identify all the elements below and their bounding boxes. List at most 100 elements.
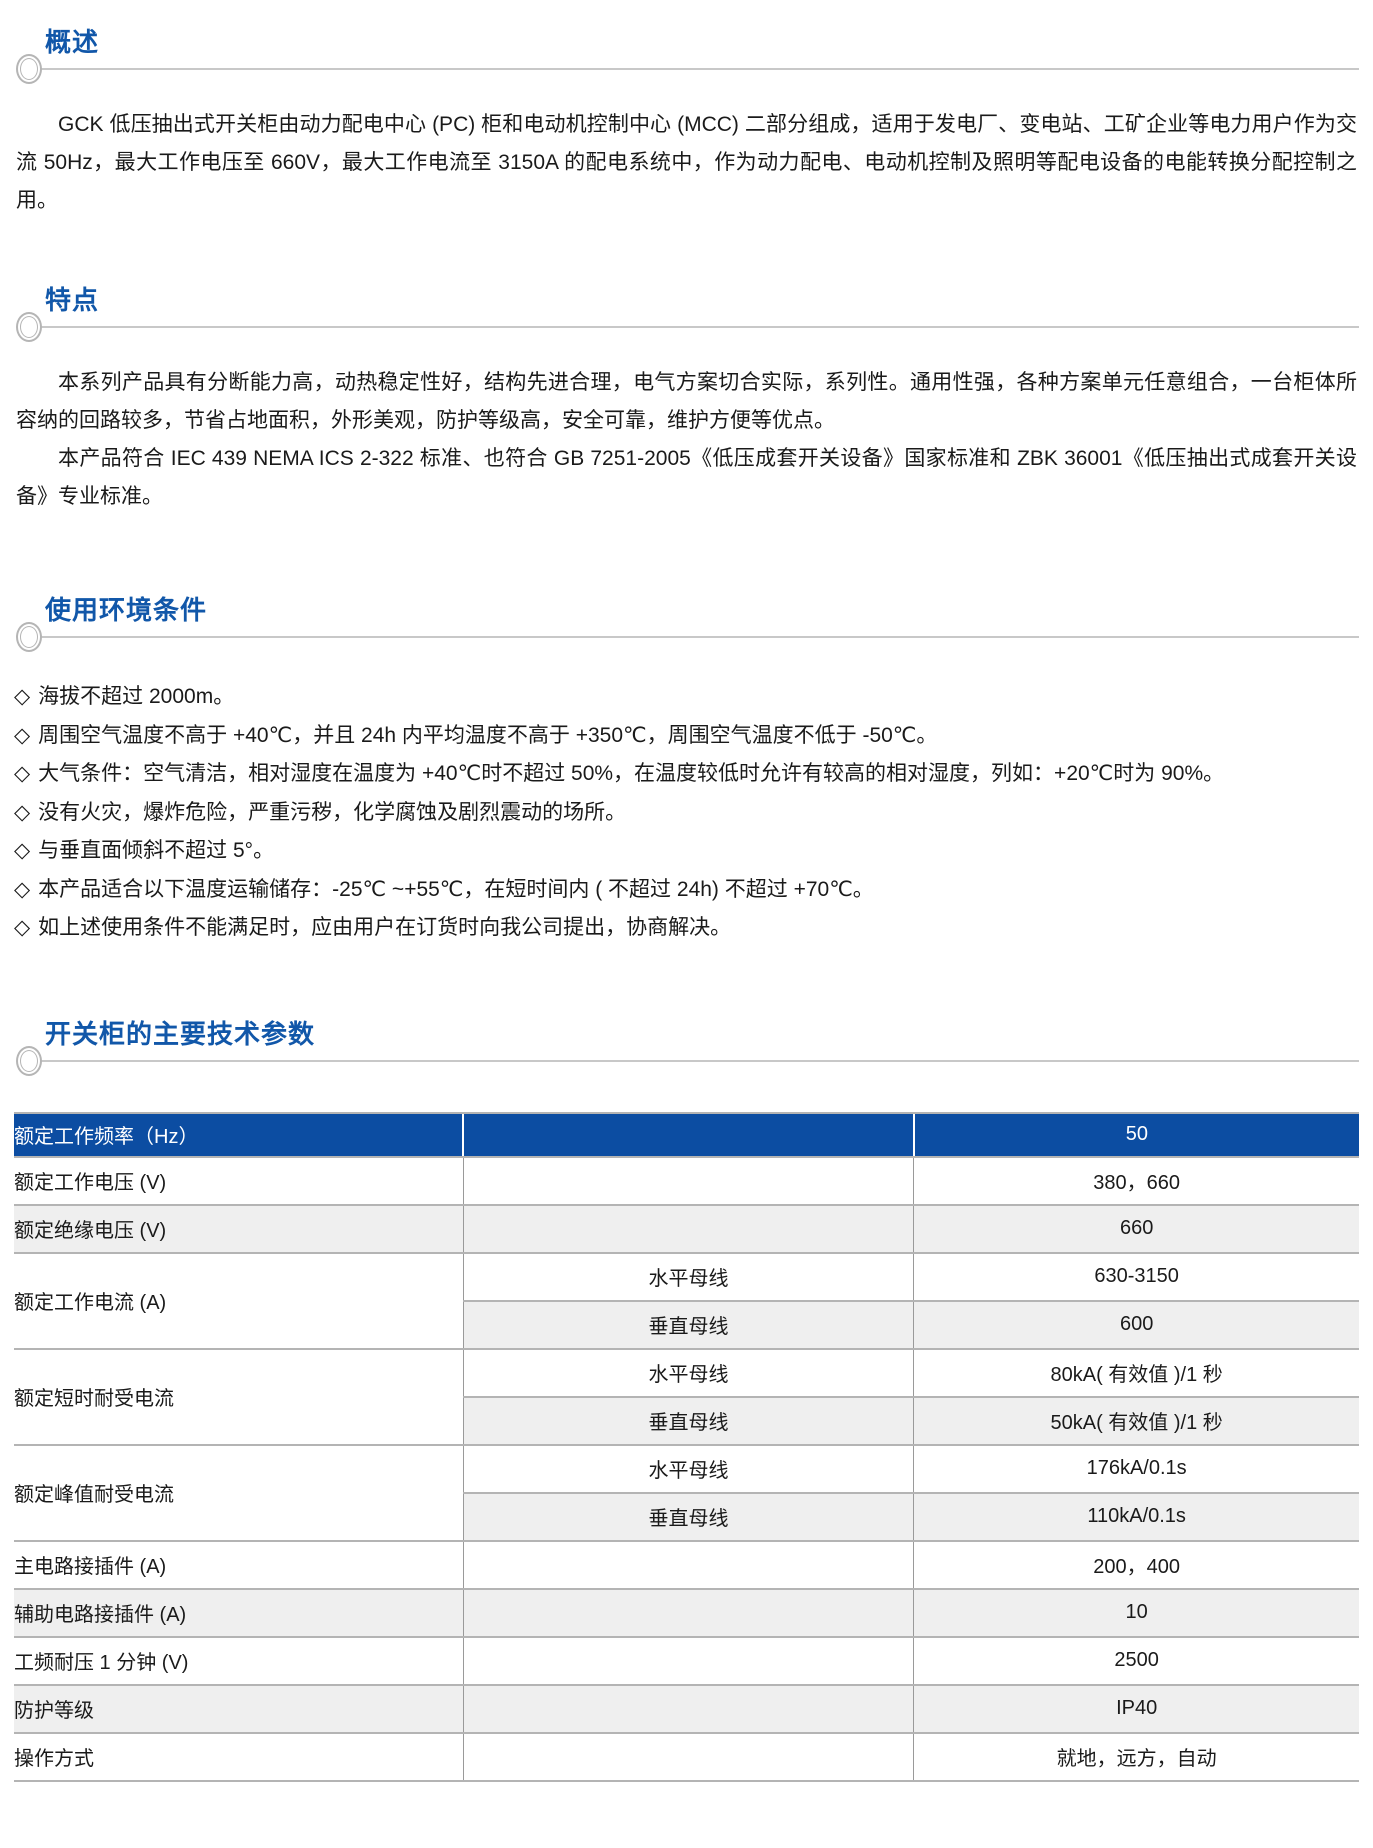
cell-value: 660 bbox=[913, 1204, 1359, 1254]
cell-busbar: 垂直母线 bbox=[462, 1492, 914, 1542]
section-title-environment: 使用环境条件 bbox=[45, 595, 208, 625]
cell-param: 主电路接插件 (A) bbox=[14, 1540, 464, 1590]
diamond-bullet-icon: ◇ bbox=[14, 839, 31, 862]
diamond-bullet-icon: ◇ bbox=[14, 916, 31, 939]
bullet-text: 本产品适合以下温度运输储存：-25℃ ~+55℃，在短时间内 ( 不超过 24h… bbox=[38, 877, 874, 901]
cell-param: 额定工作电压 (V) bbox=[14, 1156, 464, 1206]
diamond-bullet-icon: ◇ bbox=[14, 723, 31, 747]
cell-busbar bbox=[462, 1588, 914, 1638]
table-row: 主电路接插件 (A) 200，400 bbox=[14, 1540, 1359, 1590]
list-item: ◇ 周围空气温度不高于 +40℃，并且 24h 内平均温度不高于 +350℃，周围… bbox=[14, 717, 1359, 756]
ring-ornament-icon bbox=[16, 312, 42, 342]
bullet-text: 周围空气温度不高于 +40℃，并且 24h 内平均温度不高于 +350℃，周围空… bbox=[38, 723, 938, 747]
table-header-row: 额定工作频率（Hz） 50 bbox=[14, 1111, 1359, 1158]
spec-table-body: 额定工作电压 (V) 380，660 额定绝缘电压 (V) 660 额定工作电流 (A)… bbox=[14, 1156, 1359, 1782]
cell-busbar bbox=[462, 1156, 914, 1206]
bullet-text: 与垂直面倾斜不超过 5°。 bbox=[38, 839, 275, 862]
cell-busbar: 垂直母线 bbox=[462, 1396, 914, 1446]
cell-value: 630-3150 bbox=[913, 1252, 1359, 1302]
cell-param: 操作方式 bbox=[14, 1732, 464, 1782]
divider-line bbox=[30, 636, 1359, 638]
table-row: 额定短时耐受电流 水平母线 80kA( 有效值 )/1 秒 bbox=[14, 1348, 1359, 1446]
cell-value: 110kA/0.1s bbox=[913, 1492, 1359, 1542]
header-cell-value: 50 bbox=[912, 1111, 1359, 1158]
cell-value: 600 bbox=[913, 1300, 1359, 1350]
divider-line bbox=[30, 1059, 1359, 1062]
cell-busbar bbox=[462, 1684, 914, 1734]
list-item: ◇ 与垂直面倾斜不超过 5°。 bbox=[14, 832, 1359, 871]
divider-line bbox=[30, 68, 1359, 70]
bullet-text: 海拔不超过 2000m。 bbox=[38, 685, 235, 708]
table-row: 垂直母线 600 bbox=[14, 1300, 1359, 1350]
list-item: ◇ 如上述使用条件不能满足时，应由用户在订货时向我公司提出，协商解决。 bbox=[14, 909, 1359, 948]
list-item: ◇ 本产品适合以下温度运输储存：-25℃ ~+55℃，在短时间内 ( 不超过 24… bbox=[14, 871, 1359, 910]
divider-line bbox=[30, 326, 1359, 328]
cell-param: 辅助电路接插件 (A) bbox=[14, 1588, 464, 1638]
cell-param: 工频耐压 1 分钟 (V) bbox=[14, 1636, 464, 1686]
diamond-bullet-icon: ◇ bbox=[14, 877, 31, 901]
table-row: 防护等级 IP40 bbox=[14, 1684, 1359, 1734]
cell-value: 200，400 bbox=[913, 1540, 1359, 1590]
list-item: ◇ 大气条件：空气清洁，相对湿度在温度为 +40℃时不超过 50%，在温度较低时允… bbox=[14, 755, 1359, 794]
section-rule bbox=[14, 1045, 1359, 1076]
section-parameters: 开关柜的主要技术参数 bbox=[14, 1018, 1359, 1076]
cell-value: 80kA( 有效值 )/1 秒 bbox=[913, 1348, 1359, 1398]
cell-param: 额定短时耐受电流 bbox=[14, 1348, 464, 1446]
table-row: 额定绝缘电压 (V) 660 bbox=[14, 1204, 1359, 1254]
header-cell-param: 额定工作频率（Hz） bbox=[14, 1111, 464, 1158]
cell-busbar bbox=[462, 1636, 914, 1686]
section-rule bbox=[14, 622, 1359, 652]
cell-busbar: 水平母线 bbox=[462, 1444, 914, 1494]
features-paragraph: 本系列产品具有分断能力高，动热稳定性好，结构先进合理，电气方案切合实际，系列性。… bbox=[16, 371, 1357, 432]
table-row: 辅助电路接插件 (A) 10 bbox=[14, 1588, 1359, 1638]
cell-busbar bbox=[462, 1732, 914, 1782]
cell-value: 10 bbox=[913, 1588, 1359, 1638]
table-row: 额定工作电压 (V) 380，660 bbox=[14, 1156, 1359, 1206]
section-title-features: 特点 bbox=[45, 285, 100, 315]
table-row: 操作方式 就地，远方，自动 bbox=[14, 1732, 1359, 1782]
cell-param: 额定峰值耐受电流 bbox=[14, 1444, 464, 1542]
diamond-bullet-icon: ◇ bbox=[14, 800, 31, 824]
bullet-text: 没有火灾，爆炸危险，严重污秽，化学腐蚀及剧烈震动的场所。 bbox=[38, 800, 627, 824]
section-rule bbox=[14, 54, 1359, 84]
cell-value: 2500 bbox=[913, 1636, 1359, 1686]
ring-ornament-icon bbox=[16, 622, 42, 652]
spec-table-head: 额定工作频率（Hz） 50 bbox=[14, 1111, 1359, 1158]
cell-param: 额定工作电流 (A) bbox=[14, 1252, 464, 1350]
cell-value: 380，660 bbox=[913, 1156, 1359, 1206]
cell-busbar: 水平母线 bbox=[462, 1348, 914, 1398]
bullet-text: 大气条件：空气清洁，相对湿度在温度为 +40℃时不超过 50%，在温度较低时允许… bbox=[38, 762, 1225, 785]
header-cell-sub bbox=[462, 1111, 914, 1158]
table-row: 工频耐压 1 分钟 (V) 2500 bbox=[14, 1636, 1359, 1686]
section-environment: 使用环境条件 ◇ 海拔不超过 2000m。 ◇ 周围空气温度不高于 +40℃，并且 … bbox=[14, 594, 1359, 948]
section-title-parameters: 开关柜的主要技术参数 bbox=[45, 1018, 316, 1049]
table-row: 垂直母线 50kA( 有效值 )/1 秒 bbox=[14, 1396, 1359, 1446]
cell-busbar bbox=[462, 1540, 914, 1590]
cell-value: 50kA( 有效值 )/1 秒 bbox=[913, 1396, 1359, 1446]
overview-paragraph: GCK 低压抽出式开关柜由动力配电中心 (PC) 柜和电动机控制中心 (MCC)… bbox=[16, 113, 1357, 212]
cell-busbar: 垂直母线 bbox=[462, 1300, 914, 1350]
list-item: ◇ 没有火灾，爆炸危险，严重污秽，化学腐蚀及剧烈震动的场所。 bbox=[14, 794, 1359, 833]
cell-param: 防护等级 bbox=[14, 1684, 464, 1734]
cell-param: 额定绝缘电压 (V) bbox=[14, 1204, 464, 1254]
cell-busbar: 水平母线 bbox=[462, 1252, 914, 1302]
spec-table: 额定工作频率（Hz） 50 额定工作电压 (V) 380，660 额定绝缘电压 (V… bbox=[14, 1111, 1359, 1782]
section-rule bbox=[14, 312, 1359, 342]
diamond-bullet-icon: ◇ bbox=[14, 762, 31, 785]
section-title-overview: 概述 bbox=[45, 27, 100, 57]
ring-ornament-icon bbox=[16, 1045, 42, 1076]
bullet-text: 如上述使用条件不能满足时，应由用户在订货时向我公司提出，协商解决。 bbox=[38, 916, 732, 939]
features-paragraph: 本产品符合 IEC 439 NEMA ICS 2-322 标准、也符合 GB 7… bbox=[16, 447, 1357, 508]
environment-bullet-list: ◇ 海拔不超过 2000m。 ◇ 周围空气温度不高于 +40℃，并且 24h 内平均… bbox=[14, 678, 1359, 948]
ring-ornament-icon bbox=[16, 54, 42, 84]
table-row: 额定工作电流 (A) 水平母线 630-3150 bbox=[14, 1252, 1359, 1350]
section-overview: 概述 GCK 低压抽出式开关柜由动力配电中心 (PC) 柜和电动机控制中心 (M… bbox=[14, 26, 1359, 220]
table-row: 垂直母线 110kA/0.1s bbox=[14, 1492, 1359, 1542]
table-row: 额定峰值耐受电流 水平母线 176kA/0.1s bbox=[14, 1444, 1359, 1542]
list-item: ◇ 海拔不超过 2000m。 bbox=[14, 678, 1359, 717]
cell-busbar bbox=[462, 1204, 914, 1254]
diamond-bullet-icon: ◇ bbox=[14, 685, 31, 708]
cell-value: IP40 bbox=[913, 1684, 1359, 1734]
section-features: 特点 本系列产品具有分断能力高，动热稳定性好，结构先进合理，电气方案切合实际，系… bbox=[14, 284, 1359, 516]
